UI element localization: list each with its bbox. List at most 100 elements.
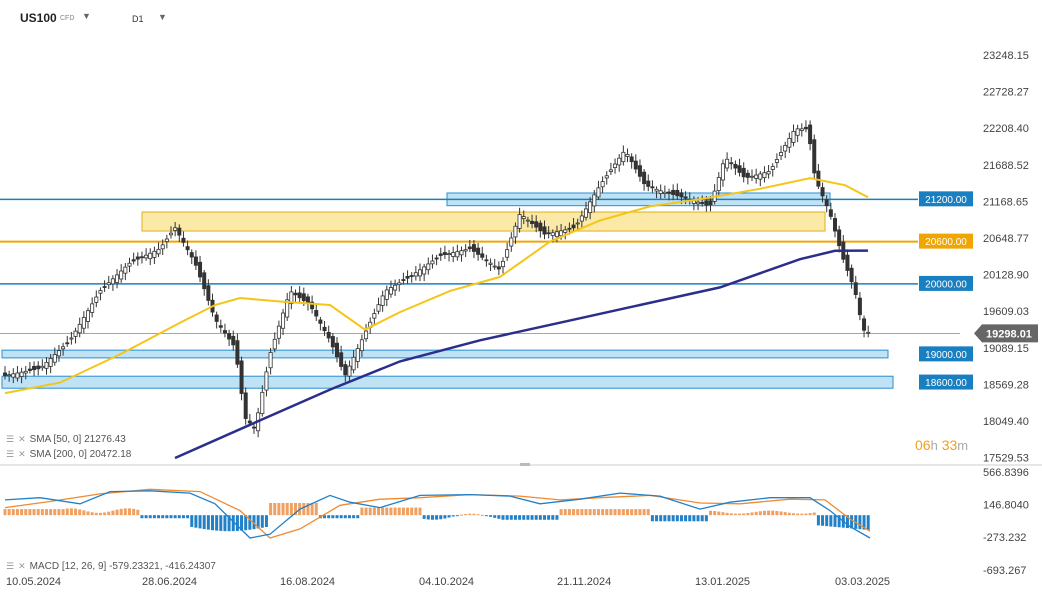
candle-body bbox=[513, 225, 518, 238]
candle-body bbox=[351, 356, 356, 371]
candle-body bbox=[7, 374, 12, 377]
close-icon[interactable]: ✕ bbox=[18, 449, 26, 459]
candle-body bbox=[144, 254, 149, 259]
macd-axis-tick: -273.232 bbox=[983, 532, 1026, 544]
macd-bar bbox=[273, 502, 277, 516]
candle-body bbox=[347, 365, 352, 377]
candle-body bbox=[517, 214, 522, 229]
menu-icon[interactable]: ☰ bbox=[6, 434, 15, 444]
macd-bar bbox=[103, 512, 107, 516]
candle-body bbox=[766, 171, 771, 175]
macd-bar bbox=[347, 515, 351, 519]
macd-bar bbox=[762, 510, 766, 516]
macd-bar bbox=[260, 515, 264, 528]
candle-body bbox=[812, 139, 817, 174]
date-axis-tick: 10.05.2024 bbox=[6, 576, 61, 588]
macd-bar bbox=[675, 515, 679, 522]
candle-body bbox=[505, 249, 510, 258]
candle-body bbox=[401, 279, 406, 281]
macd-bar bbox=[588, 509, 592, 516]
macd-bar bbox=[551, 515, 555, 520]
candle-body bbox=[750, 175, 755, 178]
candle-body bbox=[629, 156, 634, 163]
macd-bar bbox=[219, 515, 223, 531]
candle-body bbox=[69, 337, 74, 340]
macd-bar bbox=[646, 509, 650, 516]
menu-icon[interactable]: ☰ bbox=[6, 449, 15, 459]
candle-body bbox=[745, 172, 750, 178]
candle-body bbox=[617, 157, 622, 166]
candle-body bbox=[787, 138, 792, 148]
candle-body bbox=[276, 325, 281, 339]
candle-body bbox=[459, 250, 464, 256]
candle-body bbox=[48, 358, 53, 367]
price-axis-tick: 22208.40 bbox=[983, 123, 1029, 135]
macd-bar bbox=[343, 515, 347, 519]
candle-body bbox=[679, 192, 684, 198]
candle-body bbox=[646, 180, 651, 187]
macd-bar bbox=[489, 515, 493, 517]
macd-bar bbox=[28, 509, 32, 516]
macd-bar bbox=[107, 511, 111, 516]
candle-body bbox=[222, 330, 227, 334]
macd-bar bbox=[850, 515, 854, 529]
macd-bar bbox=[742, 513, 746, 516]
candle-body bbox=[148, 252, 153, 260]
candle-body bbox=[862, 318, 867, 331]
candle-body bbox=[430, 260, 435, 265]
legend-sma200[interactable]: ☰ ✕ SMA [200, 0] 20472.18 bbox=[6, 449, 131, 460]
candle-body bbox=[758, 173, 763, 180]
macd-bar bbox=[684, 515, 688, 522]
candle-body bbox=[542, 226, 547, 235]
candle-body bbox=[314, 310, 319, 317]
macd-bar bbox=[538, 515, 542, 520]
macd-bar bbox=[306, 502, 310, 516]
candle-body bbox=[272, 338, 277, 350]
candle-body bbox=[343, 364, 348, 376]
candle-body bbox=[575, 222, 580, 225]
timeframe-label[interactable]: D1 bbox=[132, 14, 144, 24]
symbol-label[interactable]: US100 bbox=[20, 11, 57, 25]
candle-body bbox=[413, 272, 418, 277]
candle-body bbox=[579, 215, 584, 222]
candle-body bbox=[525, 219, 530, 222]
candle-body bbox=[455, 251, 460, 258]
level-tag-20600 bbox=[919, 233, 973, 249]
macd-bar bbox=[98, 512, 102, 516]
price-axis-tick: 21688.52 bbox=[983, 160, 1029, 172]
symbol-dropdown-chevron-icon[interactable]: ▼ bbox=[82, 11, 91, 21]
candle-body bbox=[202, 272, 207, 290]
macd-bar bbox=[401, 507, 405, 516]
candle-body bbox=[94, 296, 99, 303]
legend-macd-text: MACD [12, 26, 9] -579.23321, -416.24307 bbox=[29, 561, 216, 572]
candle-body bbox=[102, 286, 107, 288]
macd-bar bbox=[215, 515, 219, 531]
candle-body bbox=[318, 319, 323, 324]
candle-body bbox=[683, 196, 688, 199]
candle-body bbox=[484, 259, 489, 262]
candle-body bbox=[27, 368, 32, 371]
close-icon[interactable]: ✕ bbox=[18, 434, 26, 444]
candle-body bbox=[90, 303, 95, 313]
candle-body bbox=[828, 209, 833, 217]
macd-bar bbox=[717, 511, 721, 516]
candle-body bbox=[334, 342, 339, 358]
legend-sma50[interactable]: ☰ ✕ SMA [50, 0] 21276.43 bbox=[6, 434, 126, 445]
date-axis-tick: 16.08.2024 bbox=[280, 576, 335, 588]
macd-bar bbox=[157, 515, 161, 519]
macd-bar bbox=[248, 515, 252, 530]
macd-bar bbox=[190, 515, 194, 527]
candle-body bbox=[696, 201, 701, 205]
candle-body bbox=[384, 289, 389, 300]
timeframe-dropdown-chevron-icon[interactable]: ▼ bbox=[158, 12, 167, 22]
macd-bar bbox=[74, 508, 78, 516]
legend-macd[interactable]: ☰ ✕ MACD [12, 26, 9] -579.23321, -416.2430… bbox=[6, 561, 216, 572]
menu-icon[interactable]: ☰ bbox=[6, 561, 15, 571]
macd-bar bbox=[455, 515, 459, 517]
macd-axis-tick: 146.8040 bbox=[983, 500, 1029, 512]
close-icon[interactable]: ✕ bbox=[18, 561, 26, 571]
pane-resize-handle bbox=[520, 463, 530, 466]
candle-body bbox=[81, 317, 86, 329]
macd-bar bbox=[15, 509, 19, 516]
